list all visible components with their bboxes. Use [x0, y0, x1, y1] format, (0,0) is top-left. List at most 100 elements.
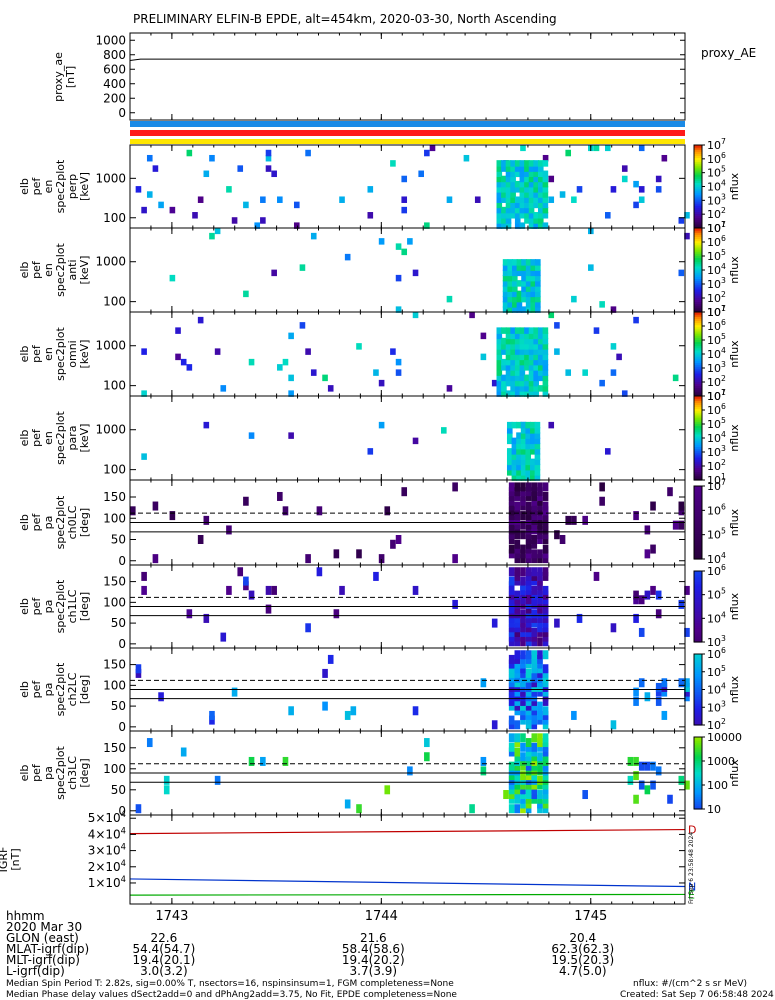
- pitch-angle-cell: [520, 780, 526, 790]
- pitch-angle-cell: [412, 585, 419, 595]
- pitch-angle-cell: [520, 613, 526, 623]
- y-tick-label: 50: [111, 533, 126, 547]
- colorbar-segment: [694, 712, 702, 715]
- colorbar-segment: [694, 333, 702, 336]
- pitch-angle-cell: [226, 585, 232, 595]
- colorbar-segment: [694, 345, 702, 349]
- spectrogram-cell: [610, 186, 617, 193]
- pitch-angle-cell: [305, 623, 311, 633]
- spectrogram-cell: [395, 306, 402, 313]
- spectrogram-cell: [496, 191, 503, 198]
- pitch-angle-cell: [525, 554, 532, 564]
- spectrogram-cell: [514, 369, 521, 376]
- pitch-angle-cell: [248, 756, 255, 766]
- y-axis-label-line: en: [42, 347, 55, 361]
- spectrogram-cell: [514, 160, 521, 167]
- pitch-angle-cell: [525, 539, 532, 549]
- colorbar-segment: [694, 737, 702, 740]
- spectrogram-cell: [521, 274, 527, 282]
- y-tick-label: 400: [103, 77, 126, 91]
- spectrogram-cell: [530, 259, 537, 266]
- spectrogram-cell: [516, 259, 523, 266]
- pitch-angle-cell: [644, 525, 651, 535]
- spectrogram-cell: [524, 180, 530, 188]
- pitch-angle-cell: [542, 742, 549, 752]
- spectrogram-cell: [537, 348, 544, 355]
- pitch-angle-cell: [520, 752, 526, 762]
- pitch-angle-cell: [537, 804, 543, 814]
- colorbar-segment: [694, 320, 702, 324]
- spectrogram-cell: [510, 369, 516, 376]
- spectrogram-cell: [510, 160, 516, 167]
- pitch-angle-cell: [542, 738, 549, 748]
- spectrogram-cell: [533, 175, 539, 183]
- pitch-angle-cell: [508, 567, 515, 577]
- pitch-angle-cell: [542, 678, 549, 688]
- pitch-angle-cell: [593, 571, 600, 581]
- pitch-angle-cell: [525, 752, 532, 762]
- spectrogram-cell: [528, 337, 535, 345]
- pitch-angle-cell: [661, 710, 668, 720]
- spectrogram-cell: [638, 196, 645, 203]
- spectrogram-cell: [505, 212, 512, 219]
- pitch-angle-cell: [469, 804, 475, 814]
- pitch-angle-cell: [525, 659, 532, 669]
- spectrogram-cell: [537, 332, 544, 340]
- spectrogram-cell: [537, 206, 544, 214]
- colorbar-segment: [694, 537, 702, 540]
- ephemeris-value: 3.7(3.9): [350, 964, 398, 978]
- spectrogram-cell: [533, 343, 539, 350]
- pitch-angle-cell: [209, 710, 215, 720]
- pitch-angle-cell: [610, 720, 617, 730]
- colorbar-segment: [694, 719, 702, 723]
- colorbar-segment: [694, 385, 702, 389]
- spectrogram-cell: [528, 191, 535, 198]
- spectrogram-cell: [510, 327, 516, 334]
- colorbar-segment: [694, 381, 702, 384]
- colorbar-segment: [694, 151, 702, 154]
- pitch-angle-cell: [480, 766, 487, 776]
- pa_ch0-ylabel: elb pef pa spec2plot ch0LC [deg]: [18, 495, 91, 549]
- pitch-angle-cell: [209, 715, 215, 725]
- pitch-angle-cell: [531, 790, 538, 800]
- pitch-angle-cell: [514, 687, 521, 697]
- pitch-angle-cell: [520, 637, 526, 647]
- spectrogram-cell: [633, 180, 639, 188]
- spectrogram-cell: [535, 295, 541, 303]
- pitch-angle-cell: [452, 599, 458, 609]
- y-tick-label: 100: [103, 762, 126, 776]
- colorbar-segment: [694, 396, 702, 399]
- colorbar-segment: [694, 703, 702, 707]
- spectrogram-cell: [327, 385, 334, 392]
- pitch-angle-cell: [508, 535, 515, 544]
- colorbar-segment: [694, 421, 702, 424]
- pitch-angle-cells: [141, 567, 690, 647]
- spectrogram-cell: [501, 379, 507, 387]
- pitch-angle-cell: [571, 515, 577, 525]
- pitch-angle-cell: [537, 682, 543, 692]
- pitch-angle-cell: [514, 659, 521, 669]
- pitch-angle-cell: [514, 571, 521, 581]
- colorbar-segment: [694, 288, 702, 292]
- colorbar-segment: [694, 675, 702, 678]
- spectrogram-cell: [511, 469, 518, 476]
- pitch-angle-cell: [661, 678, 668, 688]
- spectrogram-cell: [537, 201, 544, 209]
- pitch-angle-cell: [508, 544, 515, 554]
- y-tick-label: 800: [103, 48, 126, 62]
- spectrogram-cell: [505, 379, 512, 387]
- spectrogram-cell: [429, 144, 436, 152]
- spectrogram-cell: [542, 390, 549, 397]
- pitch-angle-cell: [633, 590, 639, 600]
- spectrogram-cell: [516, 432, 522, 439]
- colorbar-segment: [694, 238, 702, 242]
- spectrogram-cell: [530, 274, 537, 282]
- colorbar-segment: [694, 506, 702, 509]
- pitch-angle-cell: [520, 794, 526, 804]
- spectrogram-cell: [528, 348, 535, 355]
- spectrogram-cell: [141, 453, 147, 460]
- spectrogram-cell: [528, 180, 535, 188]
